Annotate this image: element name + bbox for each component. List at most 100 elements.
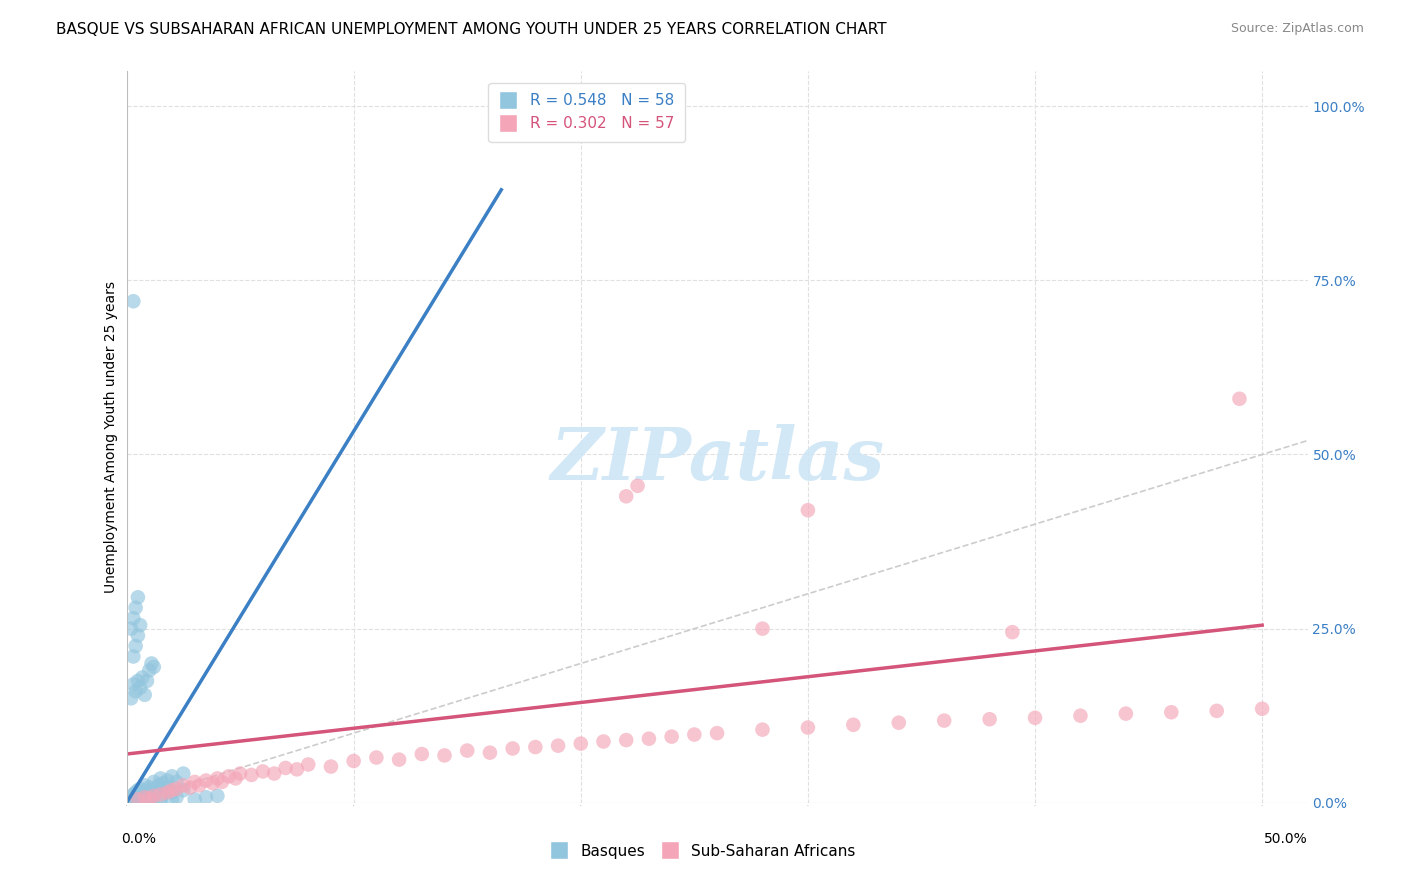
Point — [229, 766, 252, 780]
Point — [160, 792, 183, 806]
Point — [142, 789, 165, 803]
Point — [706, 726, 728, 740]
Point — [138, 792, 160, 806]
Point — [172, 783, 194, 797]
Point — [149, 794, 172, 808]
Point — [225, 772, 247, 786]
Point — [172, 778, 194, 792]
Point — [156, 785, 179, 799]
Point — [751, 622, 773, 636]
Point — [127, 673, 149, 688]
Point — [134, 688, 156, 702]
Point — [211, 775, 233, 789]
Point — [274, 761, 297, 775]
Point — [148, 778, 170, 792]
Point — [122, 791, 145, 805]
Point — [207, 789, 229, 803]
Point — [122, 649, 145, 664]
Point — [149, 772, 172, 786]
Point — [1001, 625, 1024, 640]
Point — [661, 730, 683, 744]
Point — [122, 788, 145, 802]
Point — [183, 792, 205, 806]
Point — [129, 681, 152, 695]
Point — [751, 723, 773, 737]
Point — [145, 781, 167, 796]
Point — [124, 785, 146, 799]
Point — [366, 750, 388, 764]
Point — [842, 718, 865, 732]
Point — [797, 721, 820, 735]
Point — [141, 657, 163, 671]
Point — [478, 746, 501, 760]
Point — [1115, 706, 1137, 721]
Point — [134, 790, 156, 805]
Point — [136, 673, 159, 688]
Point — [240, 768, 263, 782]
Point — [124, 639, 146, 653]
Point — [136, 783, 159, 797]
Point — [1229, 392, 1251, 406]
Point — [160, 785, 183, 799]
Text: BASQUE VS SUBSAHARAN AFRICAN UNEMPLOYMENT AMONG YOUTH UNDER 25 YEARS CORRELATION: BASQUE VS SUBSAHARAN AFRICAN UNEMPLOYMEN… — [56, 22, 887, 37]
Point — [252, 764, 274, 779]
Point — [319, 759, 342, 773]
Point — [124, 600, 146, 615]
Point — [160, 769, 183, 783]
Point — [285, 763, 308, 777]
Point — [124, 793, 146, 807]
Point — [142, 775, 165, 789]
Point — [179, 780, 201, 795]
Point — [120, 794, 142, 808]
Point — [138, 780, 160, 795]
Point — [569, 737, 592, 751]
Point — [122, 611, 145, 625]
Point — [131, 670, 153, 684]
Point — [127, 783, 149, 797]
Point — [138, 791, 160, 805]
Point — [614, 489, 637, 503]
Point — [149, 790, 172, 805]
Point — [127, 591, 149, 605]
Point — [547, 739, 569, 753]
Point — [934, 714, 956, 728]
Point — [1069, 708, 1091, 723]
Point — [263, 766, 285, 780]
Point — [1024, 711, 1046, 725]
Point — [979, 712, 1001, 726]
Point — [142, 789, 165, 803]
Point — [129, 790, 152, 805]
Point — [127, 792, 149, 806]
Point — [614, 733, 637, 747]
Point — [118, 792, 141, 806]
Point — [120, 622, 142, 636]
Point — [626, 479, 648, 493]
Text: 50.0%: 50.0% — [1264, 832, 1308, 846]
Point — [131, 785, 153, 799]
Point — [683, 727, 706, 741]
Point — [129, 618, 152, 632]
Point — [127, 629, 149, 643]
Point — [166, 775, 188, 789]
Point — [188, 778, 211, 792]
Point — [142, 660, 165, 674]
Point — [122, 294, 145, 309]
Point — [160, 783, 183, 797]
Point — [195, 790, 218, 805]
Point — [141, 785, 163, 799]
Point — [149, 788, 172, 802]
Text: Source: ZipAtlas.com: Source: ZipAtlas.com — [1230, 22, 1364, 36]
Point — [456, 743, 478, 757]
Point — [638, 731, 661, 746]
Point — [592, 734, 614, 748]
Point — [207, 772, 229, 786]
Point — [388, 753, 411, 767]
Point — [156, 773, 179, 788]
Point — [524, 740, 547, 755]
Point — [195, 773, 218, 788]
Point — [120, 790, 142, 805]
Y-axis label: Unemployment Among Youth under 25 years: Unemployment Among Youth under 25 years — [104, 281, 118, 593]
Point — [433, 748, 456, 763]
Point — [343, 754, 366, 768]
Point — [120, 691, 142, 706]
